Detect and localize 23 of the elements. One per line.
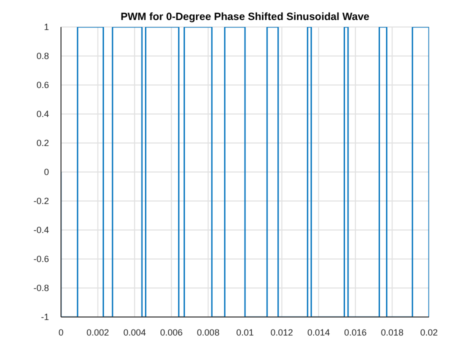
x-tick-label: 0.02: [420, 327, 438, 338]
y-tick-label: 0: [44, 167, 49, 178]
y-tick-label: -0.8: [33, 283, 49, 294]
y-tick-label: 0.8: [36, 51, 49, 62]
x-tick-label: 0.012: [270, 327, 294, 338]
chart-title: PWM for 0-Degree Phase Shifted Sinusoidal Wave: [120, 11, 370, 23]
x-tick-label: 0.002: [86, 327, 110, 338]
y-tick-label: 0.4: [36, 109, 49, 120]
x-tick-label: 0.004: [123, 327, 146, 338]
x-tick-label: 0.008: [196, 327, 220, 338]
x-tick-label: 0.01: [236, 327, 254, 338]
y-tick-label: -0.4: [33, 225, 49, 236]
x-tick-label: 0.018: [380, 327, 404, 338]
y-tick-label: -1: [40, 312, 49, 322]
x-tick-label: 0.016: [344, 327, 367, 338]
y-tick-label: -0.2: [33, 196, 49, 206]
x-tick-label: 0: [58, 327, 64, 338]
y-tick-label: -0.6: [33, 254, 49, 264]
x-tick-label: 0.006: [160, 327, 183, 338]
y-tick-label: 0.6: [36, 80, 49, 90]
x-tick-label: 0.014: [307, 327, 330, 338]
y-tick-label: 1: [44, 22, 49, 32]
y-tick-label: 0.2: [36, 138, 49, 148]
